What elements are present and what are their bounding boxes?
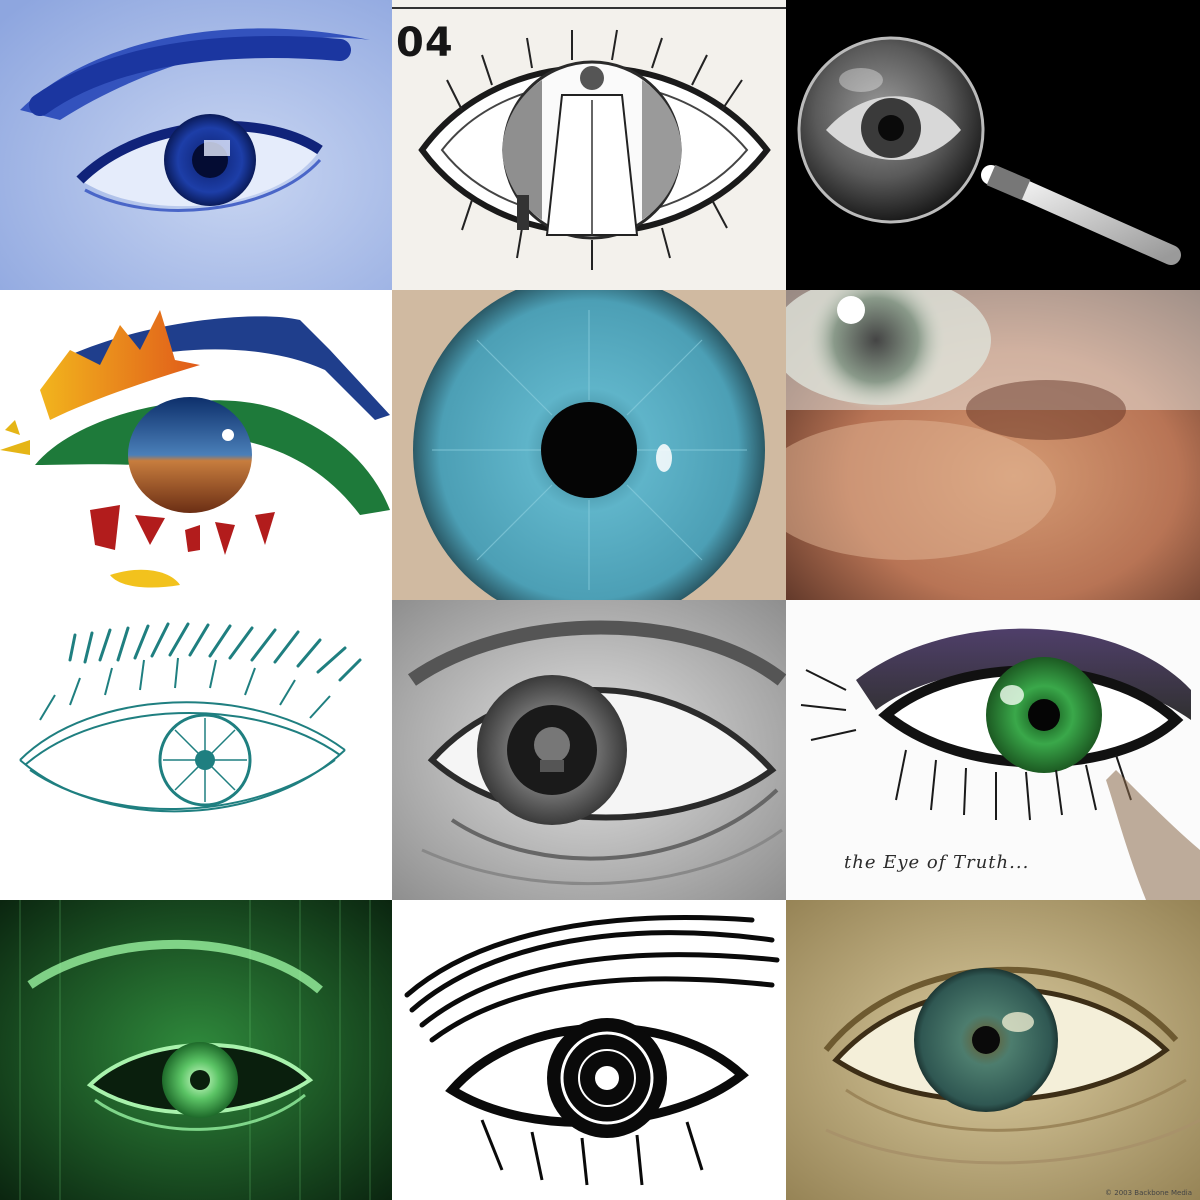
eye-icon [0, 290, 392, 600]
tile-matrix-green-eye [0, 900, 392, 1200]
iris-icon [392, 290, 786, 600]
tile-blue-photo-eye [0, 0, 392, 290]
eye-icon [392, 900, 786, 1200]
tile-teal-sketch-eye [0, 600, 392, 900]
tile-blue-iris-closeup [392, 290, 786, 600]
tile-green-eye-of-truth: the Eye of Truth... [786, 600, 1200, 900]
tile-magnifying-glass-eye [786, 0, 1200, 290]
copyright-credit: © 2003 Backbone Media [1105, 1189, 1192, 1197]
tile-hazel-eye-photo: © 2003 Backbone Media [786, 900, 1200, 1200]
eye-icon [786, 600, 1200, 900]
tile-reflective-drawn-eye [392, 600, 786, 900]
eye-icon [392, 0, 786, 290]
eye-icon [0, 600, 392, 900]
tile-blurred-eye-photo [786, 290, 1200, 600]
eye-icon [392, 600, 786, 900]
tile-engraving-eye: 04 [392, 0, 786, 290]
tile-woodcut-eye [392, 900, 786, 1200]
eye-icon [786, 900, 1200, 1200]
magnifier-icon [786, 0, 1200, 290]
eye-icon [0, 900, 392, 1200]
tile-number-label: 04 [396, 20, 454, 66]
tile-colorful-graphic-eye [0, 290, 392, 600]
eye-of-truth-caption: the Eye of Truth... [844, 852, 1030, 873]
eye-icon [0, 0, 392, 290]
eye-icon [786, 290, 1200, 600]
